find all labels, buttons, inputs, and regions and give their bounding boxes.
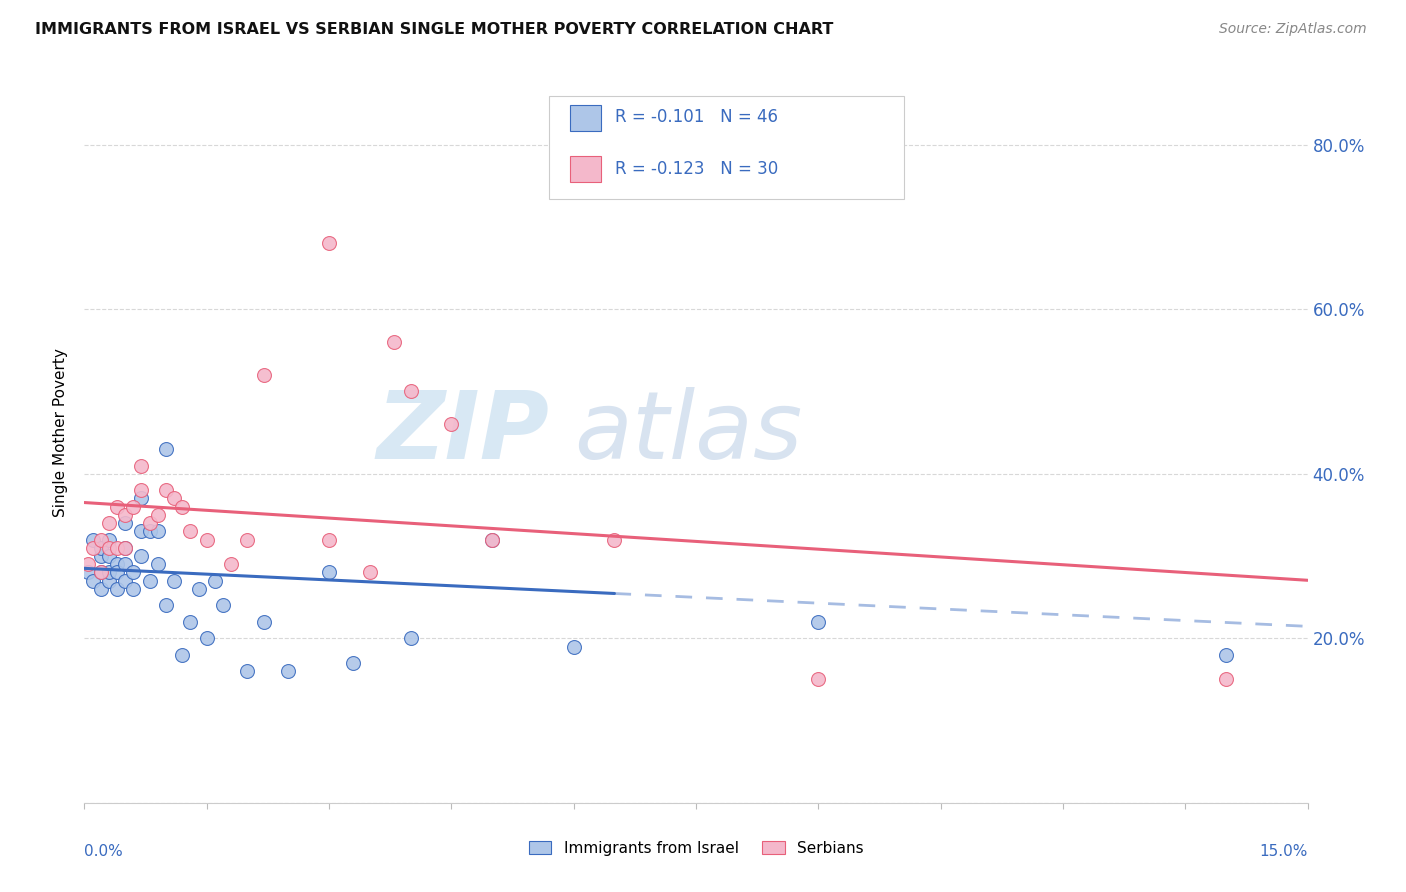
Point: [155, 483, 177, 498]
Point: [90, 533, 112, 547]
Point: [172, 500, 194, 514]
Point: [131, 483, 153, 498]
Text: IMMIGRANTS FROM ISRAEL VS SERBIAN SINGLE MOTHER POVERTY CORRELATION CHART: IMMIGRANTS FROM ISRAEL VS SERBIAN SINGLE…: [35, 22, 834, 37]
Point: [172, 648, 194, 662]
Point: [77, 558, 100, 572]
FancyBboxPatch shape: [569, 104, 600, 130]
Point: [138, 574, 160, 588]
Point: [90, 566, 112, 580]
Point: [318, 566, 340, 580]
Point: [131, 491, 153, 506]
Point: [105, 500, 128, 514]
Text: Source: ZipAtlas.com: Source: ZipAtlas.com: [1219, 22, 1367, 37]
Point: [342, 656, 364, 670]
Point: [97, 566, 120, 580]
Point: [131, 524, 153, 539]
Point: [236, 533, 259, 547]
Point: [146, 524, 169, 539]
Point: [97, 516, 120, 530]
Point: [122, 566, 145, 580]
Point: [90, 549, 112, 563]
Point: [163, 491, 186, 506]
Point: [82, 533, 104, 547]
Point: [195, 632, 218, 646]
Point: [318, 533, 340, 547]
Point: [603, 533, 626, 547]
Point: [212, 599, 235, 613]
Point: [114, 541, 136, 555]
Point: [179, 615, 201, 629]
Point: [481, 533, 503, 547]
Point: [382, 335, 405, 350]
FancyBboxPatch shape: [569, 156, 600, 182]
Point: [253, 368, 276, 382]
Point: [204, 574, 226, 588]
Point: [131, 458, 153, 473]
Point: [97, 574, 120, 588]
Point: [97, 549, 120, 563]
Text: atlas: atlas: [574, 387, 801, 478]
Text: R = -0.101   N = 46: R = -0.101 N = 46: [616, 108, 779, 127]
Point: [187, 582, 209, 596]
Point: [562, 640, 585, 654]
Point: [807, 673, 830, 687]
Point: [277, 664, 299, 678]
Legend: Immigrants from Israel, Serbians: Immigrants from Israel, Serbians: [523, 835, 869, 862]
Point: [146, 508, 169, 522]
Point: [236, 664, 259, 678]
Point: [155, 442, 177, 456]
Point: [481, 533, 503, 547]
Point: [1215, 648, 1237, 662]
Point: [219, 558, 242, 572]
Point: [114, 516, 136, 530]
Point: [105, 541, 128, 555]
Point: [97, 541, 120, 555]
Point: [399, 384, 422, 399]
Point: [105, 566, 128, 580]
Point: [138, 524, 160, 539]
Point: [253, 615, 276, 629]
Point: [155, 599, 177, 613]
Point: [1215, 673, 1237, 687]
Y-axis label: Single Mother Poverty: Single Mother Poverty: [53, 348, 69, 517]
Point: [146, 558, 169, 572]
Point: [90, 582, 112, 596]
Point: [122, 582, 145, 596]
Point: [163, 574, 186, 588]
Point: [807, 615, 830, 629]
Point: [114, 508, 136, 522]
Point: [318, 236, 340, 251]
Text: R = -0.123   N = 30: R = -0.123 N = 30: [616, 160, 779, 178]
Point: [77, 566, 100, 580]
Point: [359, 566, 381, 580]
Point: [114, 541, 136, 555]
Point: [105, 582, 128, 596]
Point: [105, 558, 128, 572]
Point: [179, 524, 201, 539]
Point: [138, 516, 160, 530]
FancyBboxPatch shape: [550, 95, 904, 200]
Point: [131, 549, 153, 563]
Point: [114, 558, 136, 572]
Point: [97, 533, 120, 547]
Text: 15.0%: 15.0%: [1260, 844, 1308, 858]
Point: [90, 541, 112, 555]
Point: [195, 533, 218, 547]
Point: [82, 574, 104, 588]
Point: [82, 541, 104, 555]
Text: ZIP: ZIP: [377, 386, 550, 479]
Point: [122, 500, 145, 514]
Point: [440, 417, 463, 432]
Point: [90, 566, 112, 580]
Point: [114, 574, 136, 588]
Point: [399, 632, 422, 646]
Text: 0.0%: 0.0%: [84, 844, 124, 858]
